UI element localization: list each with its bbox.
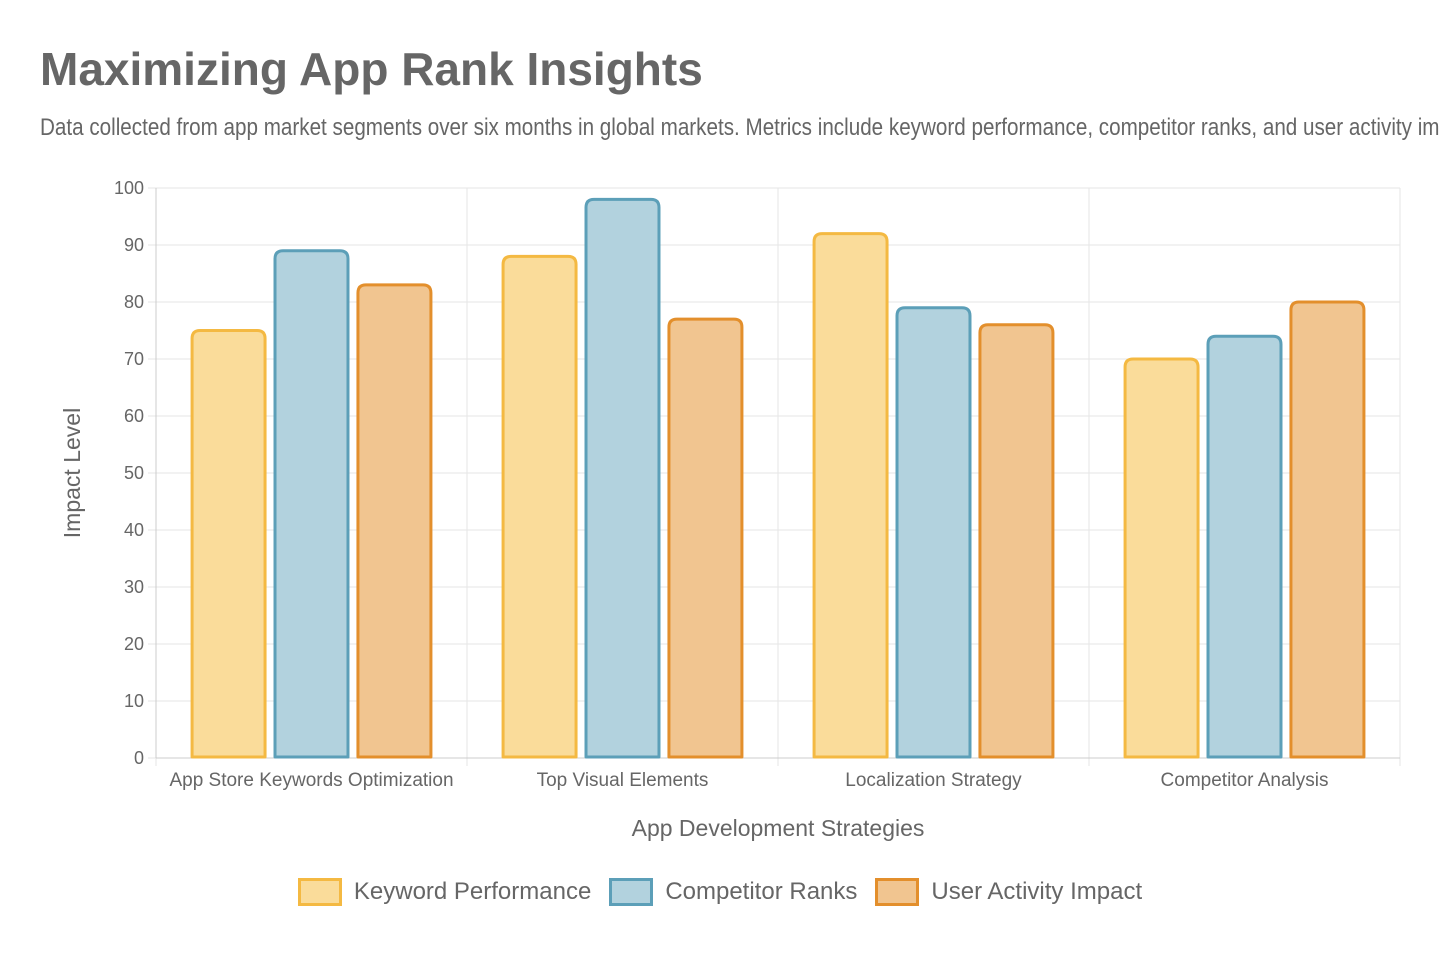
x-tick-label: App Store Keywords Optimization <box>169 770 453 791</box>
bar-keyword-performance <box>501 254 578 759</box>
bar-keyword-performance <box>812 232 889 759</box>
bar-user-activity-impact <box>1289 300 1366 759</box>
y-tick-label: 30 <box>124 577 144 597</box>
bar-competitor-ranks <box>895 306 972 759</box>
bar-keyword-performance <box>190 329 267 759</box>
chart-title: Maximizing App Rank Insights <box>40 43 703 95</box>
bar-user-activity-impact <box>978 323 1055 759</box>
legend-swatch <box>875 878 920 906</box>
y-tick-label: 20 <box>124 634 144 654</box>
y-tick-label: 40 <box>124 520 144 540</box>
legend-swatch <box>609 878 654 906</box>
y-tick-label: 50 <box>124 463 144 483</box>
bar-user-activity-impact <box>356 283 433 759</box>
y-axis-title: Impact Level <box>59 408 85 538</box>
bar-competitor-ranks <box>584 197 661 759</box>
x-tick-label: Localization Strategy <box>845 770 1022 791</box>
legend-label: Keyword Performance <box>353 878 592 905</box>
bar-competitor-ranks <box>273 249 350 759</box>
x-tick-label: Top Visual Elements <box>537 770 709 791</box>
chart-legend: Keyword Performance Competitor Ranks User … <box>0 878 1440 906</box>
y-tick-label: 80 <box>124 292 144 312</box>
y-tick-label: 70 <box>124 349 144 369</box>
chart-subtitle: Data collected from app market segments … <box>40 114 1440 141</box>
x-tick-label: Competitor Analysis <box>1161 770 1329 791</box>
bar-keyword-performance <box>1123 357 1200 759</box>
legend-item[interactable]: Competitor Ranks <box>609 878 857 906</box>
legend-swatch <box>297 878 342 906</box>
y-tick-label: 100 <box>114 178 144 198</box>
legend-label: Competitor Ranks <box>665 878 858 905</box>
y-tick-label: 60 <box>124 406 144 426</box>
bar-user-activity-impact <box>667 317 744 759</box>
legend-label: User Activity Impact <box>931 878 1143 905</box>
bar-competitor-ranks <box>1206 334 1283 759</box>
legend-item[interactable]: Keyword Performance <box>297 878 592 906</box>
y-tick-label: 0 <box>134 748 144 768</box>
legend-item[interactable]: User Activity Impact <box>875 878 1142 906</box>
y-tick-label: 90 <box>124 235 144 255</box>
x-axis-title: App Development Strategies <box>632 815 925 841</box>
y-tick-label: 10 <box>124 691 144 711</box>
